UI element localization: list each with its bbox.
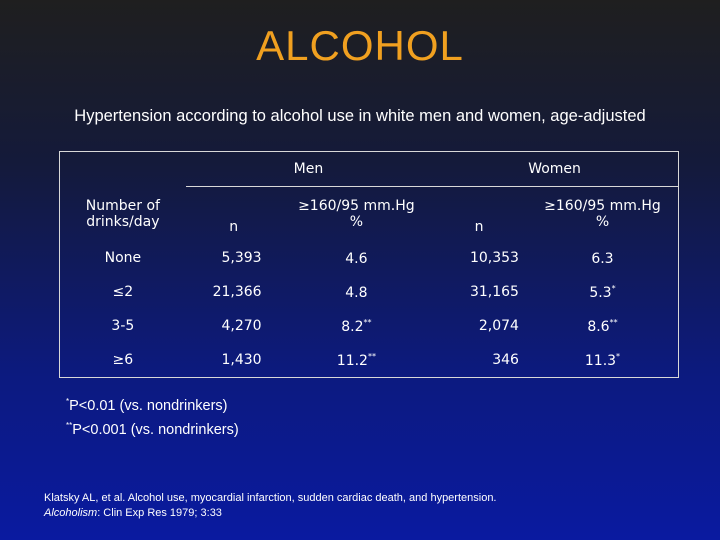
women-pct-cell: 6.3 bbox=[527, 241, 679, 275]
col-header-women-n-label: n bbox=[474, 219, 484, 235]
women-pct-cell: 8.6** bbox=[527, 309, 679, 343]
women-pct-value: 6.3 bbox=[591, 250, 614, 267]
col-header-women-n: n bbox=[431, 187, 527, 242]
row-label: 3-5 bbox=[111, 318, 135, 334]
group-header-row: Men Women bbox=[60, 151, 679, 187]
col-header-men-pct-line1: ≥160/95 mm.Hg bbox=[298, 198, 415, 214]
row-label: ≥6 bbox=[112, 352, 134, 368]
men-n-cell: 21,366 bbox=[212, 284, 262, 300]
men-pct-cell: 4.6 bbox=[282, 241, 432, 275]
table-row: None 5,393 4.6 10,353 6.3 bbox=[60, 241, 679, 275]
col-header-drinks: Number of drinks/day bbox=[60, 187, 186, 242]
women-sig-mark: ** bbox=[609, 317, 618, 327]
column-header-row: Number of drinks/day n ≥160/95 mm.Hg % n… bbox=[60, 187, 679, 242]
women-pct-cell: 11.3* bbox=[527, 343, 679, 378]
col-header-women-pct: ≥160/95 mm.Hg % bbox=[527, 187, 679, 242]
footnote-2-text: P<0.001 (vs. nondrinkers) bbox=[72, 422, 239, 438]
row-label: ≤2 bbox=[112, 284, 134, 300]
women-pct-cell: 5.3* bbox=[527, 275, 679, 309]
women-pct-value: 8.6 bbox=[587, 318, 610, 335]
citation-rest: : Clin Exp Res 1979; 3:33 bbox=[97, 507, 222, 519]
table-row: 3-5 4,270 8.2** 2,074 8.6** bbox=[60, 309, 679, 343]
col-header-men-pct: ≥160/95 mm.Hg % bbox=[282, 187, 432, 242]
footnote-2-mark: ** bbox=[66, 421, 73, 430]
women-sig-mark: * bbox=[611, 283, 616, 293]
men-pct-cell: 4.8 bbox=[282, 275, 432, 309]
men-n-cell: 4,270 bbox=[221, 318, 262, 334]
slide-title: ALCOHOL bbox=[256, 22, 464, 69]
citation-line2: Alcoholism: Clin Exp Res 1979; 3:33 bbox=[44, 506, 497, 521]
col-header-women-pct-line2: % bbox=[595, 214, 610, 230]
citation-line1: Klatsky AL, et al. Alcohol use, myocardi… bbox=[44, 492, 497, 504]
men-pct-value: 4.8 bbox=[345, 284, 368, 301]
footnote-1-mark: * bbox=[66, 397, 70, 406]
women-n-cell: 346 bbox=[492, 352, 519, 368]
footnote-1-text: P<0.01 (vs. nondrinkers) bbox=[69, 398, 228, 414]
table-row: ≤2 21,366 4.8 31,165 5.3* bbox=[60, 275, 679, 309]
men-n-cell: 1,430 bbox=[221, 352, 262, 368]
men-pct-cell: 8.2** bbox=[282, 309, 432, 343]
citation: Klatsky AL, et al. Alcohol use, myocardi… bbox=[44, 491, 497, 521]
row-label: None bbox=[104, 250, 142, 266]
men-sig-mark: ** bbox=[367, 351, 376, 361]
footnotes: *P<0.01 (vs. nondrinkers) **P<0.001 (vs.… bbox=[66, 392, 239, 440]
group-header-women: Women bbox=[431, 151, 679, 187]
men-pct-value: 8.2 bbox=[341, 318, 364, 335]
table-row: ≥6 1,430 11.2** 346 11.3* bbox=[60, 343, 679, 378]
col-header-men-pct-line2: % bbox=[349, 214, 364, 230]
women-n-cell: 2,074 bbox=[478, 318, 519, 334]
women-sig-mark: * bbox=[616, 351, 621, 361]
slide-subtitle: Hypertension according to alcohol use in… bbox=[74, 107, 646, 125]
group-header-empty bbox=[60, 152, 186, 187]
col-header-drinks-line2: drinks/day bbox=[86, 213, 160, 230]
men-pct-value: 11.2 bbox=[336, 352, 368, 369]
col-header-women-pct-line1: ≥160/95 mm.Hg bbox=[544, 198, 661, 214]
footnote-1: *P<0.01 (vs. nondrinkers) bbox=[66, 392, 239, 416]
women-n-cell: 31,165 bbox=[469, 284, 519, 300]
group-header-men: Men bbox=[185, 151, 432, 187]
footnote-2: **P<0.001 (vs. nondrinkers) bbox=[66, 416, 239, 440]
women-n-cell: 10,353 bbox=[469, 250, 519, 266]
men-sig-mark: ** bbox=[363, 317, 372, 327]
men-n-cell: 5,393 bbox=[221, 250, 262, 266]
men-pct-cell: 11.2** bbox=[282, 343, 432, 378]
citation-journal: Alcoholism bbox=[44, 507, 98, 519]
women-pct-value: 11.3 bbox=[584, 352, 617, 369]
col-header-drinks-line1: Number of bbox=[85, 197, 160, 214]
men-pct-value: 4.6 bbox=[345, 250, 368, 267]
women-pct-value: 5.3 bbox=[589, 284, 612, 301]
col-header-men-n: n bbox=[186, 187, 282, 242]
hypertension-table: Men Women Number of drinks/day n ≥160/95… bbox=[59, 151, 679, 378]
col-header-men-n-label: n bbox=[229, 219, 239, 235]
